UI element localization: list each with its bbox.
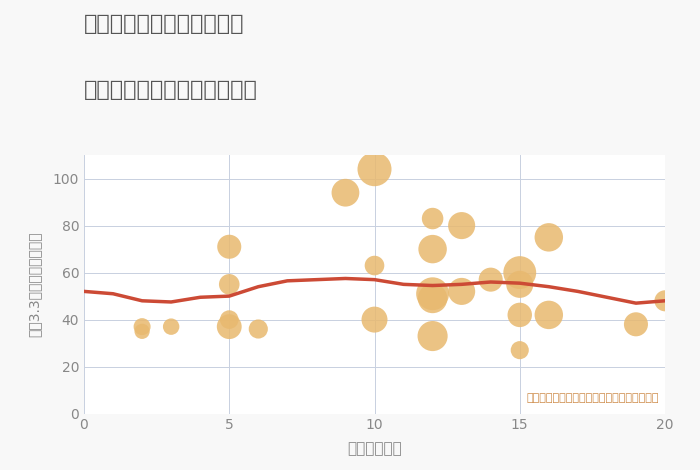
Point — [369, 316, 380, 323]
Point — [224, 281, 235, 288]
Point — [224, 243, 235, 251]
Point — [369, 262, 380, 269]
Text: 愛知県名古屋市港区幸町の: 愛知県名古屋市港区幸町の — [84, 14, 244, 34]
Point — [427, 245, 438, 253]
Point — [427, 290, 438, 298]
Point — [543, 234, 554, 241]
Point — [369, 165, 380, 173]
Point — [514, 346, 525, 354]
Point — [136, 328, 148, 335]
Text: 円の大きさは、取引のあった物件面積を示す: 円の大きさは、取引のあった物件面積を示す — [526, 393, 659, 403]
Point — [456, 288, 468, 295]
Point — [136, 323, 148, 330]
Point — [165, 323, 176, 330]
Text: 駅距離別中古マンション価格: 駅距離別中古マンション価格 — [84, 80, 258, 100]
Point — [224, 323, 235, 330]
Point — [514, 311, 525, 319]
Point — [427, 215, 438, 222]
Point — [253, 325, 264, 333]
Point — [514, 281, 525, 288]
Point — [514, 269, 525, 276]
Point — [340, 189, 351, 196]
Point — [456, 222, 468, 229]
Point — [631, 321, 642, 328]
Point — [224, 316, 235, 323]
Point — [659, 297, 671, 305]
Point — [427, 295, 438, 302]
Y-axis label: 坪（3.3㎡）単価（万円）: 坪（3.3㎡）単価（万円） — [28, 232, 42, 337]
Point — [543, 311, 554, 319]
Point — [427, 332, 438, 340]
Point — [485, 276, 496, 283]
X-axis label: 駅距離（分）: 駅距離（分） — [347, 441, 402, 456]
